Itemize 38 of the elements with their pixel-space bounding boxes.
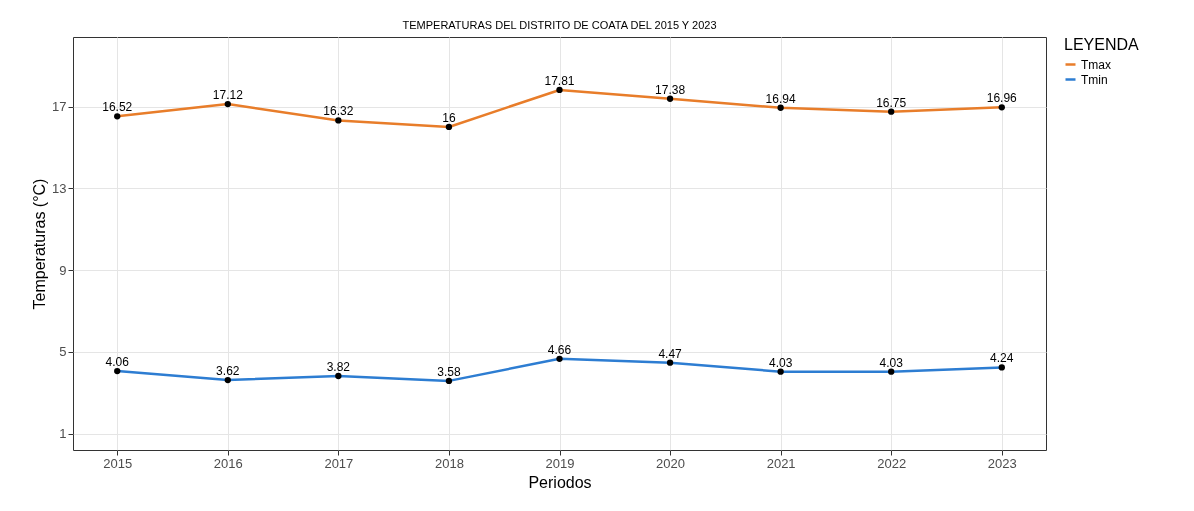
x-tick-label: 2018 bbox=[434, 455, 464, 471]
data-label: 16 bbox=[442, 110, 456, 125]
x-tick-label: 2016 bbox=[213, 455, 243, 471]
data-label: 4.66 bbox=[547, 342, 572, 357]
data-label: 4.03 bbox=[879, 355, 904, 370]
data-label: 4.03 bbox=[768, 355, 793, 370]
data-label: 16.52 bbox=[102, 100, 133, 115]
x-tick-label: 2023 bbox=[987, 455, 1017, 471]
legend-label: Tmax bbox=[1081, 57, 1111, 72]
x-tick-label: 2015 bbox=[103, 455, 133, 471]
x-tick-label: 2022 bbox=[877, 455, 907, 471]
x-tick-label: 2021 bbox=[766, 455, 796, 471]
data-label: 4.47 bbox=[658, 346, 683, 361]
data-label: 17.38 bbox=[655, 82, 686, 97]
data-label: 16.94 bbox=[765, 91, 796, 106]
data-label: 16.75 bbox=[876, 95, 907, 110]
chart-title: TEMPERATURAS DEL DISTRITO DE COATA DEL 2015 Y 2023 bbox=[402, 19, 717, 31]
data-label: 17.81 bbox=[544, 73, 575, 88]
legend-title: LEYENDA bbox=[1064, 36, 1140, 53]
x-tick-label: 2017 bbox=[324, 455, 354, 471]
data-label: 4.24 bbox=[990, 351, 1014, 366]
x-axis-title: Periodos bbox=[528, 473, 592, 491]
y-tick-label: 5 bbox=[59, 344, 67, 360]
data-label: 3.82 bbox=[326, 359, 351, 374]
data-label: 16.96 bbox=[986, 91, 1018, 106]
y-axis-title: Temperaturas (°C) bbox=[31, 178, 49, 310]
x-tick-label: 2020 bbox=[656, 455, 686, 471]
data-label: 16.32 bbox=[323, 104, 354, 119]
data-label: 3.62 bbox=[216, 364, 240, 379]
x-tick-label: 2019 bbox=[545, 455, 575, 471]
y-tick-label: 1 bbox=[59, 426, 67, 442]
y-tick-label: 13 bbox=[52, 180, 67, 196]
legend-label: Tmin bbox=[1081, 72, 1108, 87]
y-tick-label: 9 bbox=[59, 262, 67, 278]
data-label: 17.12 bbox=[212, 88, 244, 103]
data-label: 3.58 bbox=[437, 364, 461, 379]
data-label: 4.06 bbox=[105, 355, 130, 370]
y-tick-label: 17 bbox=[52, 99, 67, 115]
